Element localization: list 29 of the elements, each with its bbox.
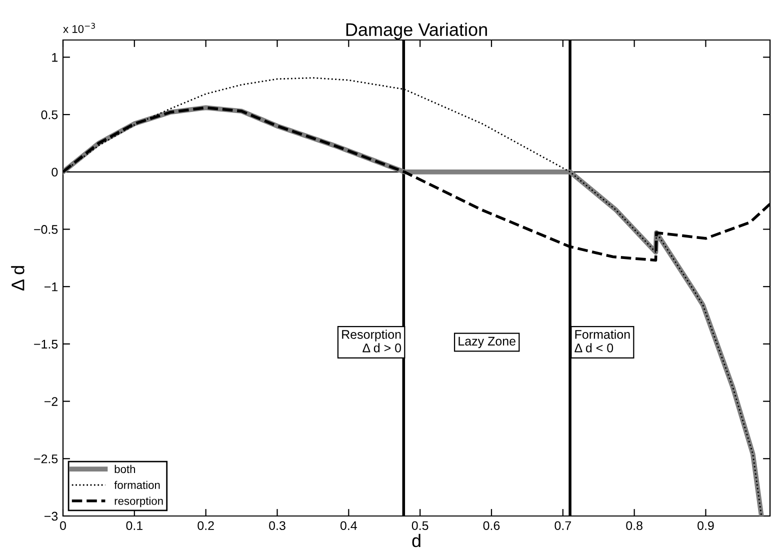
x-tick-label: 0.8	[626, 521, 642, 530]
y-tick-label: 0	[52, 168, 58, 177]
x-tick-label: 0.6	[483, 521, 500, 530]
annotation: Resorption Δ d > 0	[342, 330, 402, 352]
legend-label: formation	[114, 480, 160, 489]
y-axis-title: Δ d	[11, 266, 24, 291]
y-tick-label: −1	[44, 282, 58, 292]
y-tick-label: −1.5	[34, 340, 58, 349]
x-tick-label: 0.9	[698, 521, 714, 530]
text: x 10$^{−3}$	[63, 22, 95, 33]
x-tick-label: 0.4	[340, 521, 357, 530]
y-tick-label: 0.5	[41, 110, 58, 120]
x-tick-label: 0.5	[412, 521, 428, 530]
y-tick-label: −2.5	[34, 454, 58, 464]
annotation: Formation Δ d < 0	[574, 330, 630, 352]
legend-label: both	[114, 464, 136, 474]
x-tick-label: 0.7	[554, 521, 571, 530]
x-tick-label: 0.3	[269, 521, 286, 530]
y-tick-label: −3	[44, 512, 58, 521]
legend-label: resorption	[114, 496, 163, 508]
x-tick-label: 0.1	[126, 521, 142, 530]
annotation: Lazy Zone	[458, 336, 516, 348]
x-tick-label: 0	[60, 521, 66, 530]
y-tick-label: 1	[52, 53, 58, 62]
x-tick-label: 0.2	[198, 521, 214, 530]
y-tick-label: −0.5	[34, 225, 58, 234]
chart-title: Damage Variation	[346, 22, 487, 40]
y-tick-label: −2	[44, 397, 58, 406]
x-axis-title: d	[412, 534, 420, 548]
